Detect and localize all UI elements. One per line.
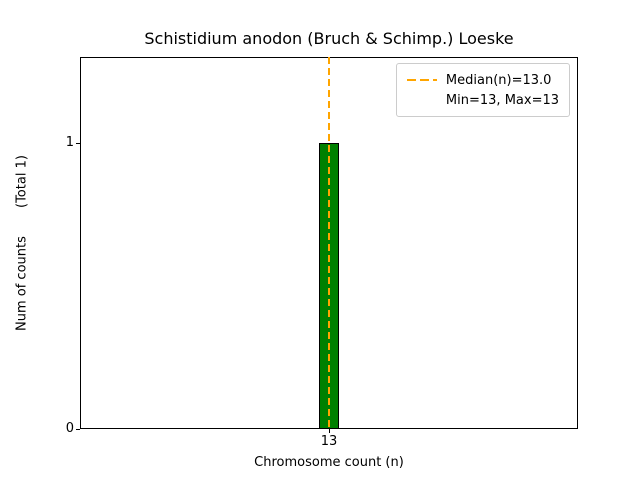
y-tick-mark <box>76 142 80 144</box>
median-line <box>328 57 330 429</box>
y-tick-label: 0 <box>65 421 74 436</box>
legend-label-minmax: Min=13, Max=13 <box>445 92 559 108</box>
y-tick-label: 1 <box>65 134 74 150</box>
x-tick-mark <box>329 429 330 433</box>
x-axis-label: Chromosome count (n) <box>254 455 404 470</box>
legend-entry-median: Median(n)=13.0 <box>406 70 559 90</box>
chart-title: Schistidium anodon (Bruch & Schimp.) Loe… <box>144 29 514 48</box>
legend-entry-minmax: Min=13, Max=13 <box>407 90 559 110</box>
legend-empty-swatch <box>407 99 437 101</box>
y-tick-mark <box>76 429 80 430</box>
legend: Median(n)=13.0 Min=13, Max=13 <box>395 63 570 117</box>
y-axis-label-text: Num of counts <box>14 236 30 331</box>
legend-label-median: Median(n)=13.0 <box>445 72 552 88</box>
y-axis-label: Num of counts (Total 1) <box>12 57 32 429</box>
dashed-line-icon <box>406 79 437 81</box>
x-tick-label: 13 <box>320 434 338 449</box>
y-axis-total-text: (Total 1) <box>14 155 30 209</box>
